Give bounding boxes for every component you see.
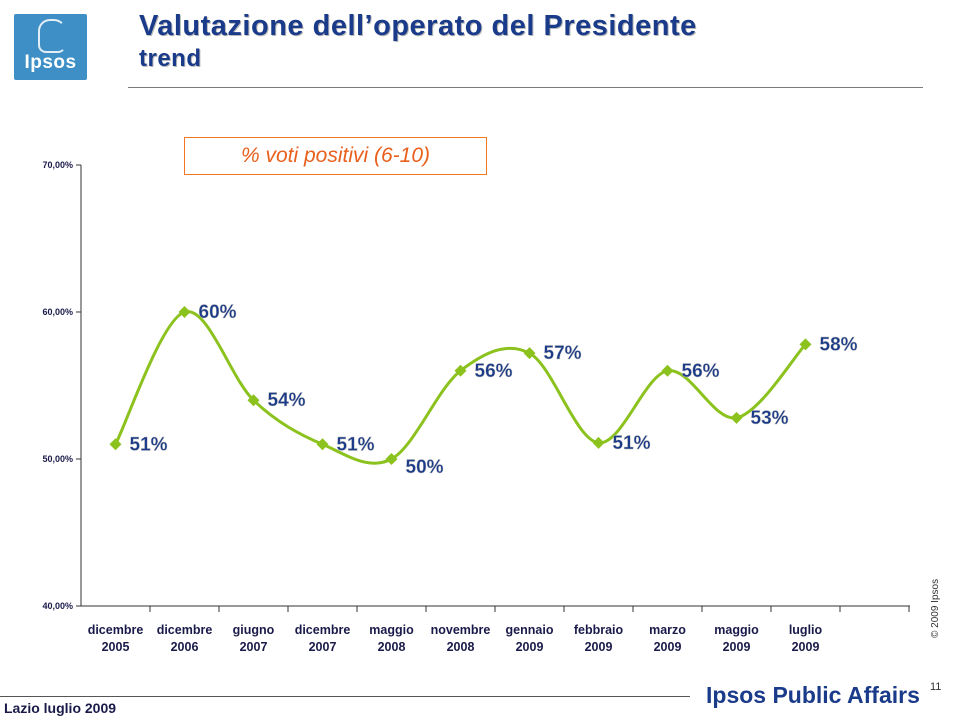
footer-brand: Ipsos Public Affairs [706,682,920,708]
footer-survey-label: Lazio luglio 2009 [4,700,117,716]
copyright-note: © 2009 Ipsos [930,578,941,638]
y-tick-label: 40,00% [42,601,73,611]
x-tick-label: dicembre 2005 [88,623,144,654]
x-tick-label: maggio 2009 [714,623,759,654]
x-tick-label: dicembre 2007 [295,623,351,654]
data-label: 51% [130,434,168,455]
data-label: 56% [682,361,720,382]
series-line [114,310,807,465]
footer-divider [0,696,690,697]
x-tick-label: novembre 2008 [431,623,491,654]
data-label: 57% [544,343,582,364]
data-label: 53% [751,408,789,429]
data-point [592,436,605,449]
series-legend-box: % voti positivi (6-10) [184,137,487,175]
y-tick-label: 50,00% [42,454,73,464]
data-label: 58% [820,334,858,355]
x-tick-label: marzo 2009 [649,623,686,654]
x-tick-label: dicembre 2006 [157,623,213,654]
x-tick-label: luglio 2009 [789,623,823,654]
data-label: 51% [337,434,375,455]
data-point [661,364,674,377]
data-label: 54% [268,390,306,411]
x-tick-label: maggio 2008 [369,623,414,654]
data-label: 60% [199,302,237,323]
y-tick-label: 60,00% [42,307,73,317]
y-tick-label: 70,00% [42,160,73,170]
data-point [799,338,812,351]
logo-face-icon [38,19,66,53]
data-point [247,394,260,407]
logo-text: Ipsos [24,52,77,73]
data-label: 50% [406,457,444,478]
data-point [730,411,743,424]
data-point [178,306,191,318]
series-legend-label: % voti positivi (6-10) [240,144,431,167]
data-point [385,453,398,465]
x-tick-label: febbraio 2009 [574,623,624,654]
page-number: 11 [930,681,942,693]
data-point [523,347,536,360]
x-tick-label: gennaio 2009 [506,623,554,654]
page-title: Valutazione dell’operato del Presidente [139,10,697,42]
page-subtitle: trend [139,45,202,72]
data-point [109,438,122,451]
ipsos-logo: Ipsos [14,14,87,80]
x-tick-label: giugno 2007 [233,623,275,654]
data-point [316,438,329,451]
data-label: 56% [475,361,513,382]
header-divider [128,87,923,88]
data-point [454,364,467,377]
data-label: 51% [613,433,651,454]
